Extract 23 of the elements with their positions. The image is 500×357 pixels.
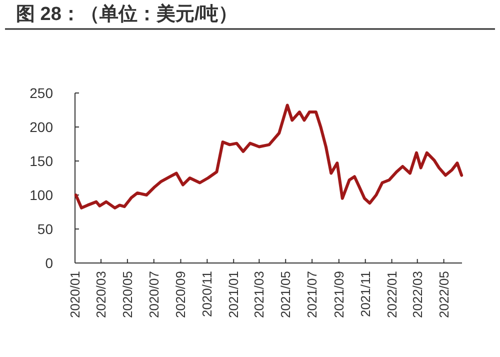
x-tick-label: 2022/01 — [384, 271, 400, 318]
x-tick-label: 2021/09 — [331, 271, 346, 318]
y-tick-label: 50 — [37, 221, 54, 237]
x-tick-label: 2022/03 — [410, 271, 425, 318]
y-tick-label: 0 — [45, 255, 54, 271]
x-tick-label: 2020/01 — [68, 271, 82, 318]
x-tick-label: 2021/07 — [304, 271, 320, 318]
x-tick-label: 2020/09 — [173, 271, 188, 318]
y-tick-label: 100 — [30, 187, 54, 203]
x-tick-label: 2020/05 — [120, 271, 135, 318]
y-tick-label: 150 — [30, 153, 54, 169]
x-tick-label: 2021/03 — [252, 271, 267, 318]
x-tick-label: 2021/05 — [278, 271, 294, 318]
x-tick-label: 2020/07 — [146, 271, 162, 318]
line-series — [74, 104, 464, 210]
x-tick-label: 2020/03 — [94, 271, 108, 318]
x-tick-label: 2022/05 — [436, 271, 452, 318]
y-tick-label: 200 — [30, 119, 54, 135]
x-tick-label: 2020/11 — [200, 271, 215, 318]
chart-title: 图 28：（单位：美元/吨） — [16, 3, 238, 25]
x-tick-label: 2021/01 — [226, 271, 242, 318]
x-tick-label: 2021/11 — [358, 271, 373, 318]
y-tick-label: 250 — [30, 85, 54, 101]
